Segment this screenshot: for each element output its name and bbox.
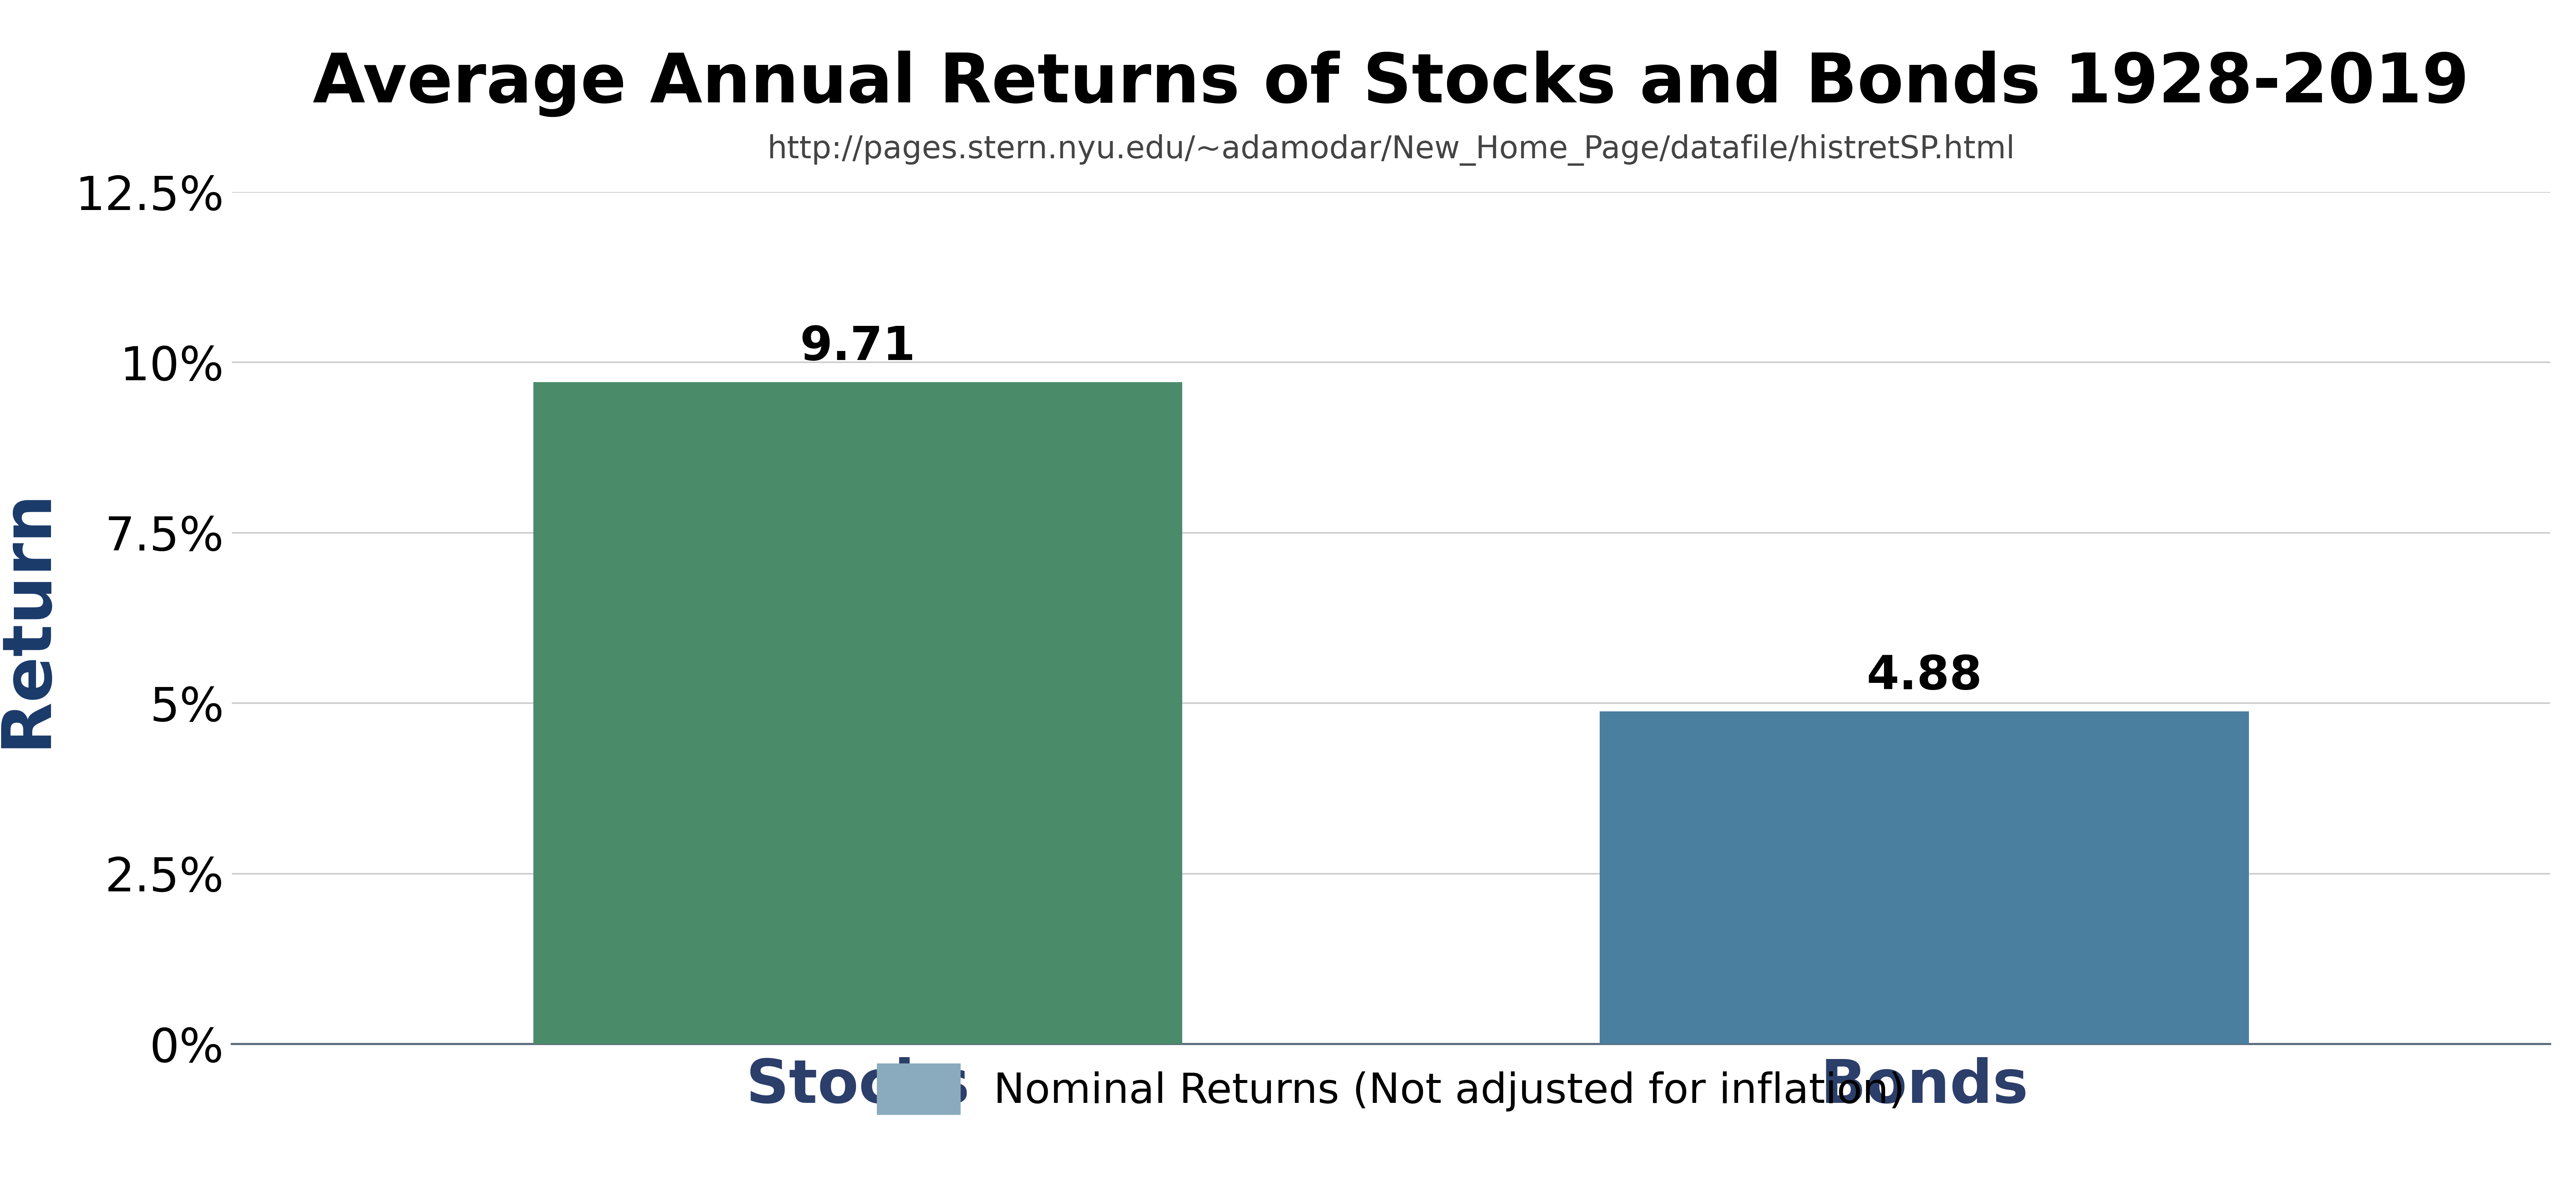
Text: Average Annual Returns of Stocks and Bonds 1928-2019: Average Annual Returns of Stocks and Bon… <box>312 50 2470 118</box>
Bar <box>1600 712 2249 1044</box>
Text: 4.88: 4.88 <box>1868 654 1981 700</box>
Legend: Nominal Returns (Not adjusted for inflation): Nominal Returns (Not adjusted for inflat… <box>860 1046 1922 1132</box>
Y-axis label: Return: Return <box>0 488 59 748</box>
Text: http://pages.stern.nyu.edu/~adamodar/New_Home_Page/datafile/histretSP.html: http://pages.stern.nyu.edu/~adamodar/New… <box>768 134 2014 166</box>
Bar <box>533 382 1182 1044</box>
Text: 9.71: 9.71 <box>801 324 914 370</box>
